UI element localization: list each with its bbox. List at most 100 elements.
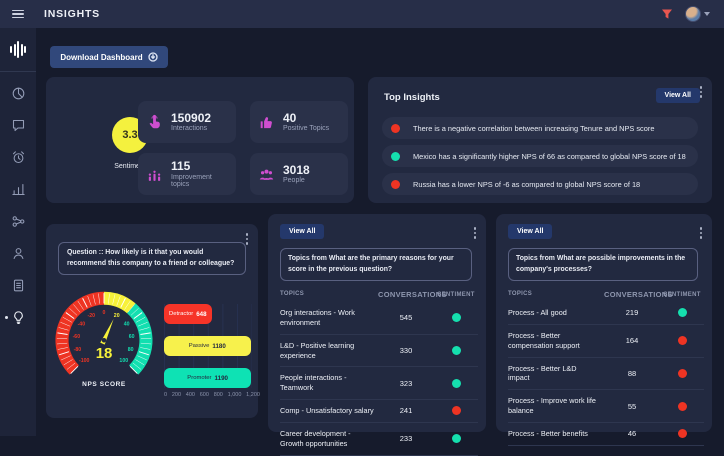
person-icon <box>11 246 26 261</box>
sentiment-dot <box>452 406 461 415</box>
svg-text:-60: -60 <box>73 334 81 340</box>
brand-logo-waveform-icon[interactable] <box>0 28 36 72</box>
conversations-cell: 241 <box>378 406 434 415</box>
col-conversations: CONVERSATIONS <box>604 290 660 299</box>
svg-text:-20: -20 <box>88 313 96 319</box>
insight-item[interactable]: There is a negative correlation between … <box>382 117 698 139</box>
lightbulb-icon <box>11 310 26 325</box>
filter-icon[interactable] <box>661 8 673 20</box>
sidebar-item-insights[interactable] <box>0 310 36 326</box>
nps-bar-chart: Detractor 648 Passive 1180 Promoter 1190… <box>164 304 252 398</box>
sentiment-dot <box>391 124 400 133</box>
topics-card-process-improvements: View All Topics from What are possible i… <box>496 214 712 432</box>
hamburger-menu-icon[interactable] <box>0 10 36 19</box>
col-conversations: CONVERSATIONS <box>378 290 434 299</box>
alarm-clock-icon <box>11 150 26 165</box>
sidebar-item-people[interactable] <box>0 246 36 262</box>
conversations-cell: 46 <box>604 429 660 438</box>
topic-cell: L&D - Positive learning experience <box>280 341 378 361</box>
gauge-label: NPS SCORE <box>48 381 160 388</box>
pie-chart-icon <box>11 86 26 101</box>
col-topics: TOPICS <box>280 290 378 298</box>
sidebar-item-alerts[interactable] <box>0 150 36 166</box>
kebab-menu-icon[interactable] <box>698 225 705 241</box>
insight-text: Mexico has a significantly higher NPS of… <box>413 152 686 161</box>
bar-label: Detractor <box>169 311 193 317</box>
stat-positive-topics: 40 Positive Topics <box>250 101 348 143</box>
bar-label: Passive <box>189 343 210 349</box>
insight-text: There is a negative correlation between … <box>413 124 654 133</box>
view-all-button[interactable]: View All <box>508 224 552 239</box>
stat-value: 150902 <box>171 112 211 126</box>
bar-promoter[interactable]: Promoter 1190 <box>164 368 251 388</box>
sidebar-item-analytics[interactable] <box>0 182 36 198</box>
bar-label: Promoter <box>187 375 211 381</box>
stat-improvement-topics: 115 Improvement topics <box>138 153 236 195</box>
top-insights-card: Top Insights View All There is a negativ… <box>368 77 712 203</box>
conversations-cell: 164 <box>604 336 660 345</box>
topic-cell: Process - Better L&D impact <box>508 364 604 384</box>
bar-detractor[interactable]: Detractor 648 <box>164 304 212 324</box>
sidebar-item-conversations[interactable] <box>0 118 36 134</box>
table-row[interactable]: Career development - Growth opportunitie… <box>280 423 478 456</box>
topic-cell: Process - Improve work life balance <box>508 396 604 416</box>
conversations-cell: 219 <box>604 308 660 317</box>
stat-value: 3018 <box>283 164 310 178</box>
sidebar <box>0 28 36 436</box>
conversations-cell: 323 <box>378 379 434 388</box>
topic-cell: People interactions - Teamwork <box>280 373 378 393</box>
stat-label: Improvement topics <box>171 174 228 188</box>
sentiment-dot <box>391 180 400 189</box>
avatar[interactable] <box>685 6 701 22</box>
sentiment-dot <box>678 429 687 438</box>
topics-question: Topics from What are possible improvemen… <box>508 248 698 281</box>
sidebar-item-connections[interactable] <box>0 214 36 230</box>
sidebar-item-dashboard[interactable] <box>0 86 36 102</box>
col-sentiment: SENTIMENT <box>434 292 478 298</box>
nps-card: Question :: How likely is it that you wo… <box>46 224 258 418</box>
stat-label: Interactions <box>171 125 211 132</box>
svg-text:-80: -80 <box>74 347 82 353</box>
conversations-cell: 330 <box>378 346 434 355</box>
conversations-cell: 55 <box>604 402 660 411</box>
user-menu[interactable] <box>685 6 710 22</box>
bar-value: 1190 <box>215 375 228 382</box>
svg-text:60: 60 <box>129 334 135 340</box>
nps-question: Question :: How likely is it that you wo… <box>58 242 246 275</box>
table-header: TOPICS CONVERSATIONS SENTIMENT <box>280 290 478 299</box>
chat-icon <box>11 118 26 133</box>
chevron-down-icon <box>704 12 710 16</box>
view-all-button[interactable]: View All <box>656 88 700 103</box>
download-dashboard-button[interactable]: Download Dashboard <box>50 46 168 68</box>
insight-item[interactable]: Russia has a lower NPS of -6 as compared… <box>382 173 698 195</box>
bar-value: 648 <box>196 311 206 318</box>
thumbs-up-icon <box>258 114 275 131</box>
topic-cell: Career development - Growth opportunitie… <box>280 429 378 449</box>
sentiment-dot <box>391 152 400 161</box>
page-title: INSIGHTS <box>44 8 100 20</box>
stat-people: 3018 People <box>250 153 348 195</box>
kebab-menu-icon[interactable] <box>472 225 479 241</box>
sentiment-dot <box>678 308 687 317</box>
col-topics: TOPICS <box>508 290 604 298</box>
bar-passive[interactable]: Passive 1180 <box>164 336 251 356</box>
insight-item[interactable]: Mexico has a significantly higher NPS of… <box>382 145 698 167</box>
download-icon <box>148 52 158 62</box>
sidebar-item-reports[interactable] <box>0 278 36 294</box>
bar-chart-icon <box>11 182 26 197</box>
view-all-button[interactable]: View All <box>280 224 324 239</box>
bar-value: 1180 <box>212 343 225 350</box>
document-icon <box>11 278 26 293</box>
